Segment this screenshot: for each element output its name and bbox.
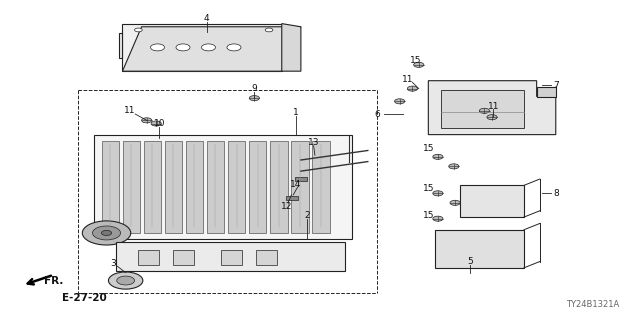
Text: 11: 11 (124, 106, 136, 115)
Bar (312, 141, 330, 233)
Bar (94, 135, 352, 239)
Text: 11: 11 (488, 101, 499, 111)
Circle shape (116, 276, 134, 285)
Circle shape (93, 226, 120, 240)
Bar (256, 251, 277, 265)
Text: 15: 15 (422, 211, 434, 220)
Text: 13: 13 (308, 138, 319, 147)
Circle shape (433, 216, 443, 221)
Bar (116, 243, 346, 271)
Polygon shape (537, 87, 556, 97)
Circle shape (407, 86, 417, 91)
Bar (186, 141, 204, 233)
Circle shape (433, 191, 443, 196)
Bar (291, 141, 308, 233)
Circle shape (249, 96, 259, 101)
Text: 15: 15 (422, 144, 434, 153)
Text: TY24B1321A: TY24B1321A (566, 300, 620, 309)
Circle shape (151, 121, 161, 126)
Text: 14: 14 (290, 180, 301, 189)
Bar (270, 141, 287, 233)
Polygon shape (428, 81, 556, 135)
Polygon shape (460, 185, 524, 217)
Text: 2: 2 (305, 211, 310, 220)
Bar (207, 141, 225, 233)
Bar (249, 141, 266, 233)
Circle shape (227, 44, 241, 51)
Circle shape (83, 221, 131, 245)
Circle shape (134, 28, 142, 32)
Bar (123, 141, 140, 233)
Bar (173, 251, 195, 265)
Text: 15: 15 (410, 56, 421, 65)
Text: 5: 5 (467, 257, 472, 266)
Circle shape (394, 99, 404, 104)
Circle shape (141, 118, 152, 123)
Polygon shape (122, 24, 282, 71)
Bar (165, 141, 182, 233)
Polygon shape (119, 33, 122, 59)
Text: 9: 9 (252, 84, 257, 93)
Bar (144, 141, 161, 233)
Text: 15: 15 (422, 184, 434, 193)
Polygon shape (122, 27, 301, 71)
Polygon shape (282, 24, 301, 71)
Circle shape (479, 108, 490, 113)
Circle shape (433, 154, 443, 159)
Text: 1: 1 (293, 108, 299, 117)
Bar (102, 141, 119, 233)
Text: 10: 10 (154, 119, 165, 128)
Text: 6: 6 (374, 109, 380, 118)
Bar (286, 196, 298, 200)
Bar (294, 177, 307, 180)
Bar (228, 141, 246, 233)
Text: 11: 11 (401, 75, 413, 84)
Circle shape (450, 200, 460, 205)
Text: 8: 8 (553, 189, 559, 198)
Text: 3: 3 (110, 259, 116, 268)
Bar (441, 90, 524, 128)
Circle shape (449, 164, 459, 169)
Circle shape (108, 272, 143, 289)
Bar (138, 251, 159, 265)
Text: 7: 7 (553, 81, 559, 90)
Circle shape (265, 28, 273, 32)
Circle shape (202, 44, 216, 51)
Circle shape (101, 230, 111, 236)
Circle shape (487, 115, 497, 120)
Text: 12: 12 (280, 203, 292, 212)
Text: E-27-20: E-27-20 (62, 293, 107, 303)
Polygon shape (435, 230, 524, 268)
Bar (221, 251, 243, 265)
Text: FR.: FR. (44, 276, 63, 285)
Text: 4: 4 (204, 14, 209, 23)
Circle shape (413, 62, 424, 68)
Circle shape (176, 44, 190, 51)
Circle shape (150, 44, 164, 51)
